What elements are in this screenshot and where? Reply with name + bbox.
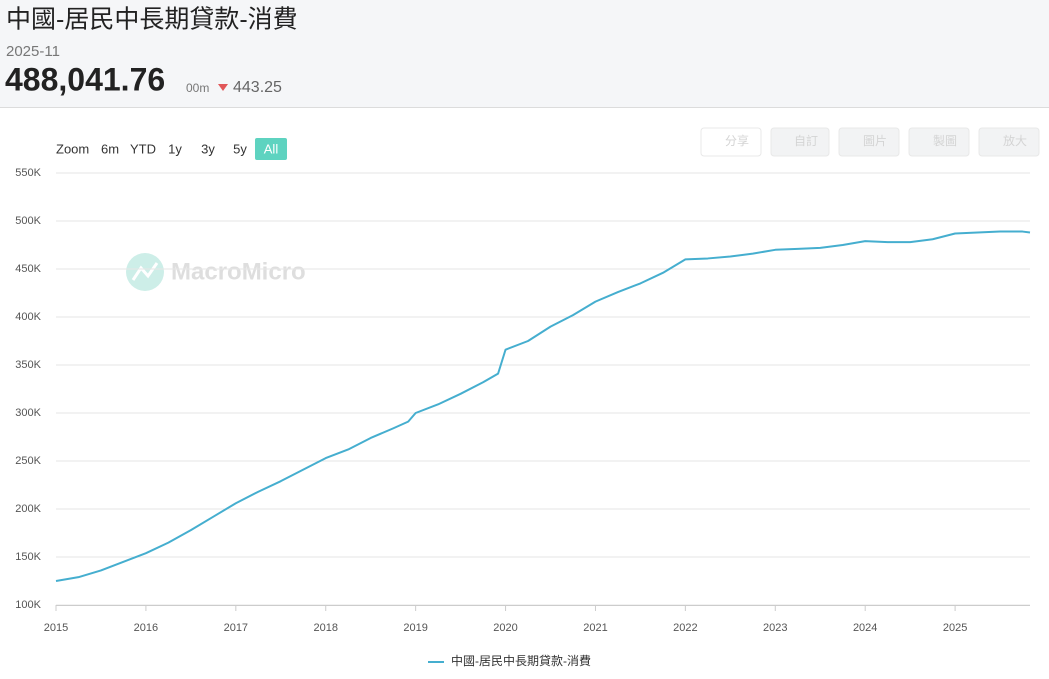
range-button[interactable]: YTD	[130, 141, 156, 156]
x-tick-label: 2017	[224, 622, 248, 634]
unit: 00m	[186, 81, 209, 95]
range-button[interactable]: All	[264, 141, 279, 156]
x-tick-label: 2023	[763, 622, 787, 634]
y-tick-label: 200K	[15, 503, 41, 515]
x-tick-label: 2021	[583, 622, 607, 634]
zoom-label: Zoom	[56, 141, 89, 156]
x-tick-label: 2022	[673, 622, 697, 634]
series-line	[55, 230, 1031, 582]
watermark: MacroMicro	[171, 258, 306, 285]
action-button-label[interactable]: 分享	[725, 133, 749, 148]
latest-value: 488,041.76	[5, 61, 165, 97]
action-button[interactable]	[978, 127, 1040, 157]
y-tick-label: 150K	[15, 551, 41, 563]
range-button[interactable]: 6m	[101, 141, 119, 156]
y-tick-label: 300K	[15, 407, 41, 419]
y-tick-label: 400K	[15, 311, 41, 323]
action-button[interactable]	[908, 127, 970, 157]
date: 2025-11	[6, 43, 60, 60]
action-button-label[interactable]: 自訂	[794, 133, 818, 148]
action-button[interactable]	[700, 127, 762, 157]
y-tick-label: 350K	[15, 359, 41, 371]
legend-label[interactable]: 中國-居民中長期貸款-消費	[451, 653, 591, 668]
header-bg	[0, 0, 1049, 107]
down-arrow	[218, 84, 228, 91]
action-button[interactable]	[770, 127, 830, 157]
y-tick-label: 100K	[15, 599, 41, 611]
change: 443.25	[233, 79, 282, 96]
action-button-label[interactable]: 放大	[1003, 133, 1027, 148]
y-tick-label: 500K	[15, 215, 41, 227]
x-tick-label: 2025	[943, 622, 967, 634]
x-tick-label: 2018	[313, 622, 337, 634]
x-tick-label: 2016	[134, 622, 158, 634]
action-button-label[interactable]: 製圖	[933, 134, 957, 148]
range-button[interactable]: 5y	[233, 141, 247, 156]
page-title: 中國-居民中長期貸款-消費	[6, 6, 298, 34]
y-tick-label: 550K	[15, 167, 41, 179]
action-button-label[interactable]: 圖片	[863, 134, 887, 148]
x-tick-label: 2015	[44, 622, 68, 634]
y-tick-label: 250K	[15, 455, 41, 467]
range-button[interactable]: 3y	[201, 141, 215, 156]
x-tick-label: 2024	[853, 622, 877, 634]
x-tick-label: 2019	[403, 622, 427, 634]
range-button[interactable]: 1y	[168, 141, 182, 156]
action-button[interactable]	[838, 127, 900, 157]
y-tick-label: 450K	[15, 263, 41, 275]
range-button-bg[interactable]	[255, 138, 287, 160]
x-tick-label: 2020	[493, 622, 517, 634]
